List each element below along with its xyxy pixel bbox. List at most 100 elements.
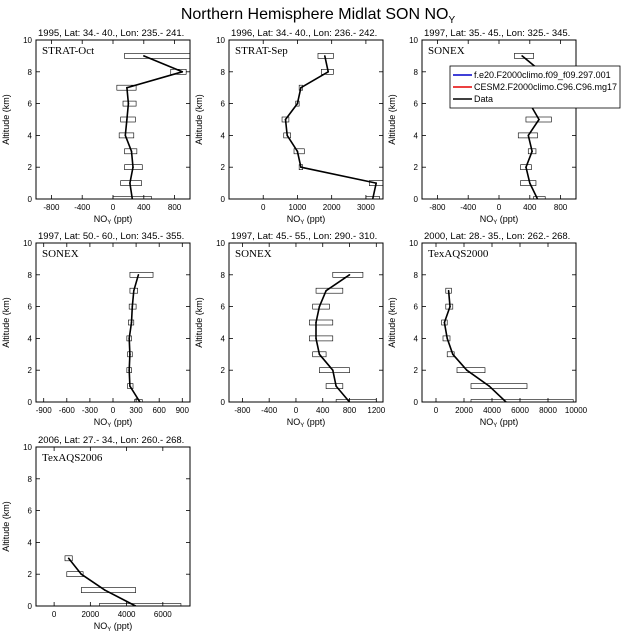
data-profile-line [124, 55, 184, 199]
x-tick-label: 0 [497, 203, 502, 212]
range-box [312, 303, 330, 310]
panel-header: 2006, Lat: 27.- 34., Lon: 260.- 268. [38, 435, 184, 446]
x-tick-label: 400 [316, 406, 330, 415]
data-point [134, 605, 137, 606]
range-box [533, 196, 546, 199]
y-axis-label: Altitude (km) [194, 94, 204, 145]
data-profile-line [443, 290, 507, 402]
range-box [129, 271, 154, 278]
legend-box [449, 65, 621, 109]
range-box [293, 148, 305, 155]
range-box [99, 603, 182, 606]
campaign-label: SONEX [235, 248, 272, 260]
panel-header: 1996, Lat: 34.- 40., Lon: 236.- 242. [231, 28, 377, 39]
x-tick-label: -800 [429, 203, 446, 212]
data-point [324, 55, 326, 57]
range-box [470, 383, 528, 389]
legend-entry: Data [453, 94, 493, 104]
x-tick-label: -900 [36, 406, 53, 415]
data-point [80, 573, 83, 575]
data-point [318, 353, 321, 356]
campaign-label: STRAT-Oct [42, 45, 94, 57]
panel-header: 1995, Lat: 34.- 40., Lon: 235.- 241. [38, 28, 184, 39]
data-point [335, 385, 337, 387]
y-tick-label: 2 [414, 163, 419, 172]
y-tick-label: 10 [23, 239, 32, 248]
x-tick-label: 400 [137, 203, 151, 212]
data-point [300, 166, 302, 168]
y-tick-label: 6 [28, 507, 33, 516]
chart-panel-5: 1997, Lat: 45.- 55., Lon: 290.- 310. SONE… [194, 231, 386, 429]
data-profile-line [284, 55, 378, 199]
x-tick-label: 800 [343, 406, 357, 415]
y-tick-label: 2 [221, 366, 226, 375]
range-box [64, 555, 73, 562]
x-tick-label: 600 [153, 406, 167, 415]
data-point [296, 102, 299, 105]
x-tick-label: 0 [52, 610, 57, 619]
panel-header: 1997, Lat: 45.- 55., Lon: 290.- 310. [231, 231, 377, 242]
series-data [441, 287, 574, 402]
campaign-label: SONEX [428, 45, 465, 57]
chart-panel-4: 1997, Lat: 50.- 60., Lon: 345.- 355. SONE… [1, 231, 191, 429]
x-tick-label: -400 [261, 406, 278, 415]
figure-title: Northern Hemisphere Midlat SON NOY [181, 6, 456, 26]
plot-frame [35, 446, 191, 607]
data-point [452, 353, 454, 356]
x-axis-label-subscript: Y [300, 220, 304, 226]
data-point [371, 198, 374, 199]
y-axis-label: Altitude (km) [387, 297, 397, 348]
x-axis-label-unit: (ppt) [497, 214, 518, 224]
y-tick-label: 10 [409, 239, 418, 248]
range-box [520, 180, 537, 186]
x-axis-label-main: NO [94, 417, 108, 427]
x-tick-label: 900 [176, 406, 190, 415]
panels: 1995, Lat: 34.- 40., Lon: 235.- 241. STRA… [1, 28, 588, 633]
x-tick-label: -800 [234, 406, 251, 415]
plot-frame [35, 39, 191, 200]
x-axis-label-main: NO [287, 214, 301, 224]
data-profile-line [128, 274, 141, 402]
data-point [331, 369, 334, 372]
x-axis-label: NOY (ppt) [480, 214, 519, 226]
data-point [143, 55, 145, 57]
x-tick-label: 2000 [455, 406, 473, 415]
y-tick-label: 2 [221, 163, 226, 172]
x-axis-label-main: NO [480, 417, 494, 427]
range-box [332, 271, 364, 278]
y-tick-label: 6 [221, 100, 226, 109]
x-tick-label: -400 [460, 203, 477, 212]
range-box [122, 100, 137, 107]
x-tick-label: 1000 [289, 203, 307, 212]
panel-header: 2000, Lat: 28.- 35., Lon: 262.- 268. [424, 231, 570, 242]
x-axis-label-unit: (ppt) [111, 214, 132, 224]
y-tick-label: 2 [414, 366, 419, 375]
y-tick-label: 4 [28, 538, 33, 547]
range-box [456, 367, 486, 374]
x-axis-label: NOY (ppt) [480, 417, 519, 429]
data-point [126, 86, 128, 89]
data-point [318, 305, 321, 308]
y-tick-label: 4 [28, 131, 33, 140]
y-tick-label: 10 [23, 443, 32, 452]
x-tick-label: 400 [523, 203, 537, 212]
x-axis-label-main: NO [94, 621, 108, 631]
y-tick-label: 8 [28, 271, 33, 280]
x-tick-label: 4000 [483, 406, 501, 415]
range-box [517, 132, 538, 139]
data-point [315, 337, 317, 340]
data-point [129, 182, 131, 184]
range-box [309, 335, 334, 342]
campaign-label: STRAT-Sep [235, 45, 288, 57]
data-point [131, 305, 134, 308]
data-point [300, 86, 302, 89]
x-tick-label: 6000 [511, 406, 529, 415]
legend-entry: CESM2.F2000climo.C96.C96.mg17 [453, 82, 617, 92]
range-box [325, 383, 344, 389]
y-tick-label: 10 [216, 239, 225, 248]
legend-label: f.e20.F2000climo.f09_f09.297.001 [474, 70, 611, 80]
legend: f.e20.F2000climo.f09_f09.297.001 CESM2.F2… [449, 65, 621, 109]
data-point [348, 274, 351, 276]
x-tick-label: -300 [82, 406, 99, 415]
range-box [470, 399, 574, 402]
